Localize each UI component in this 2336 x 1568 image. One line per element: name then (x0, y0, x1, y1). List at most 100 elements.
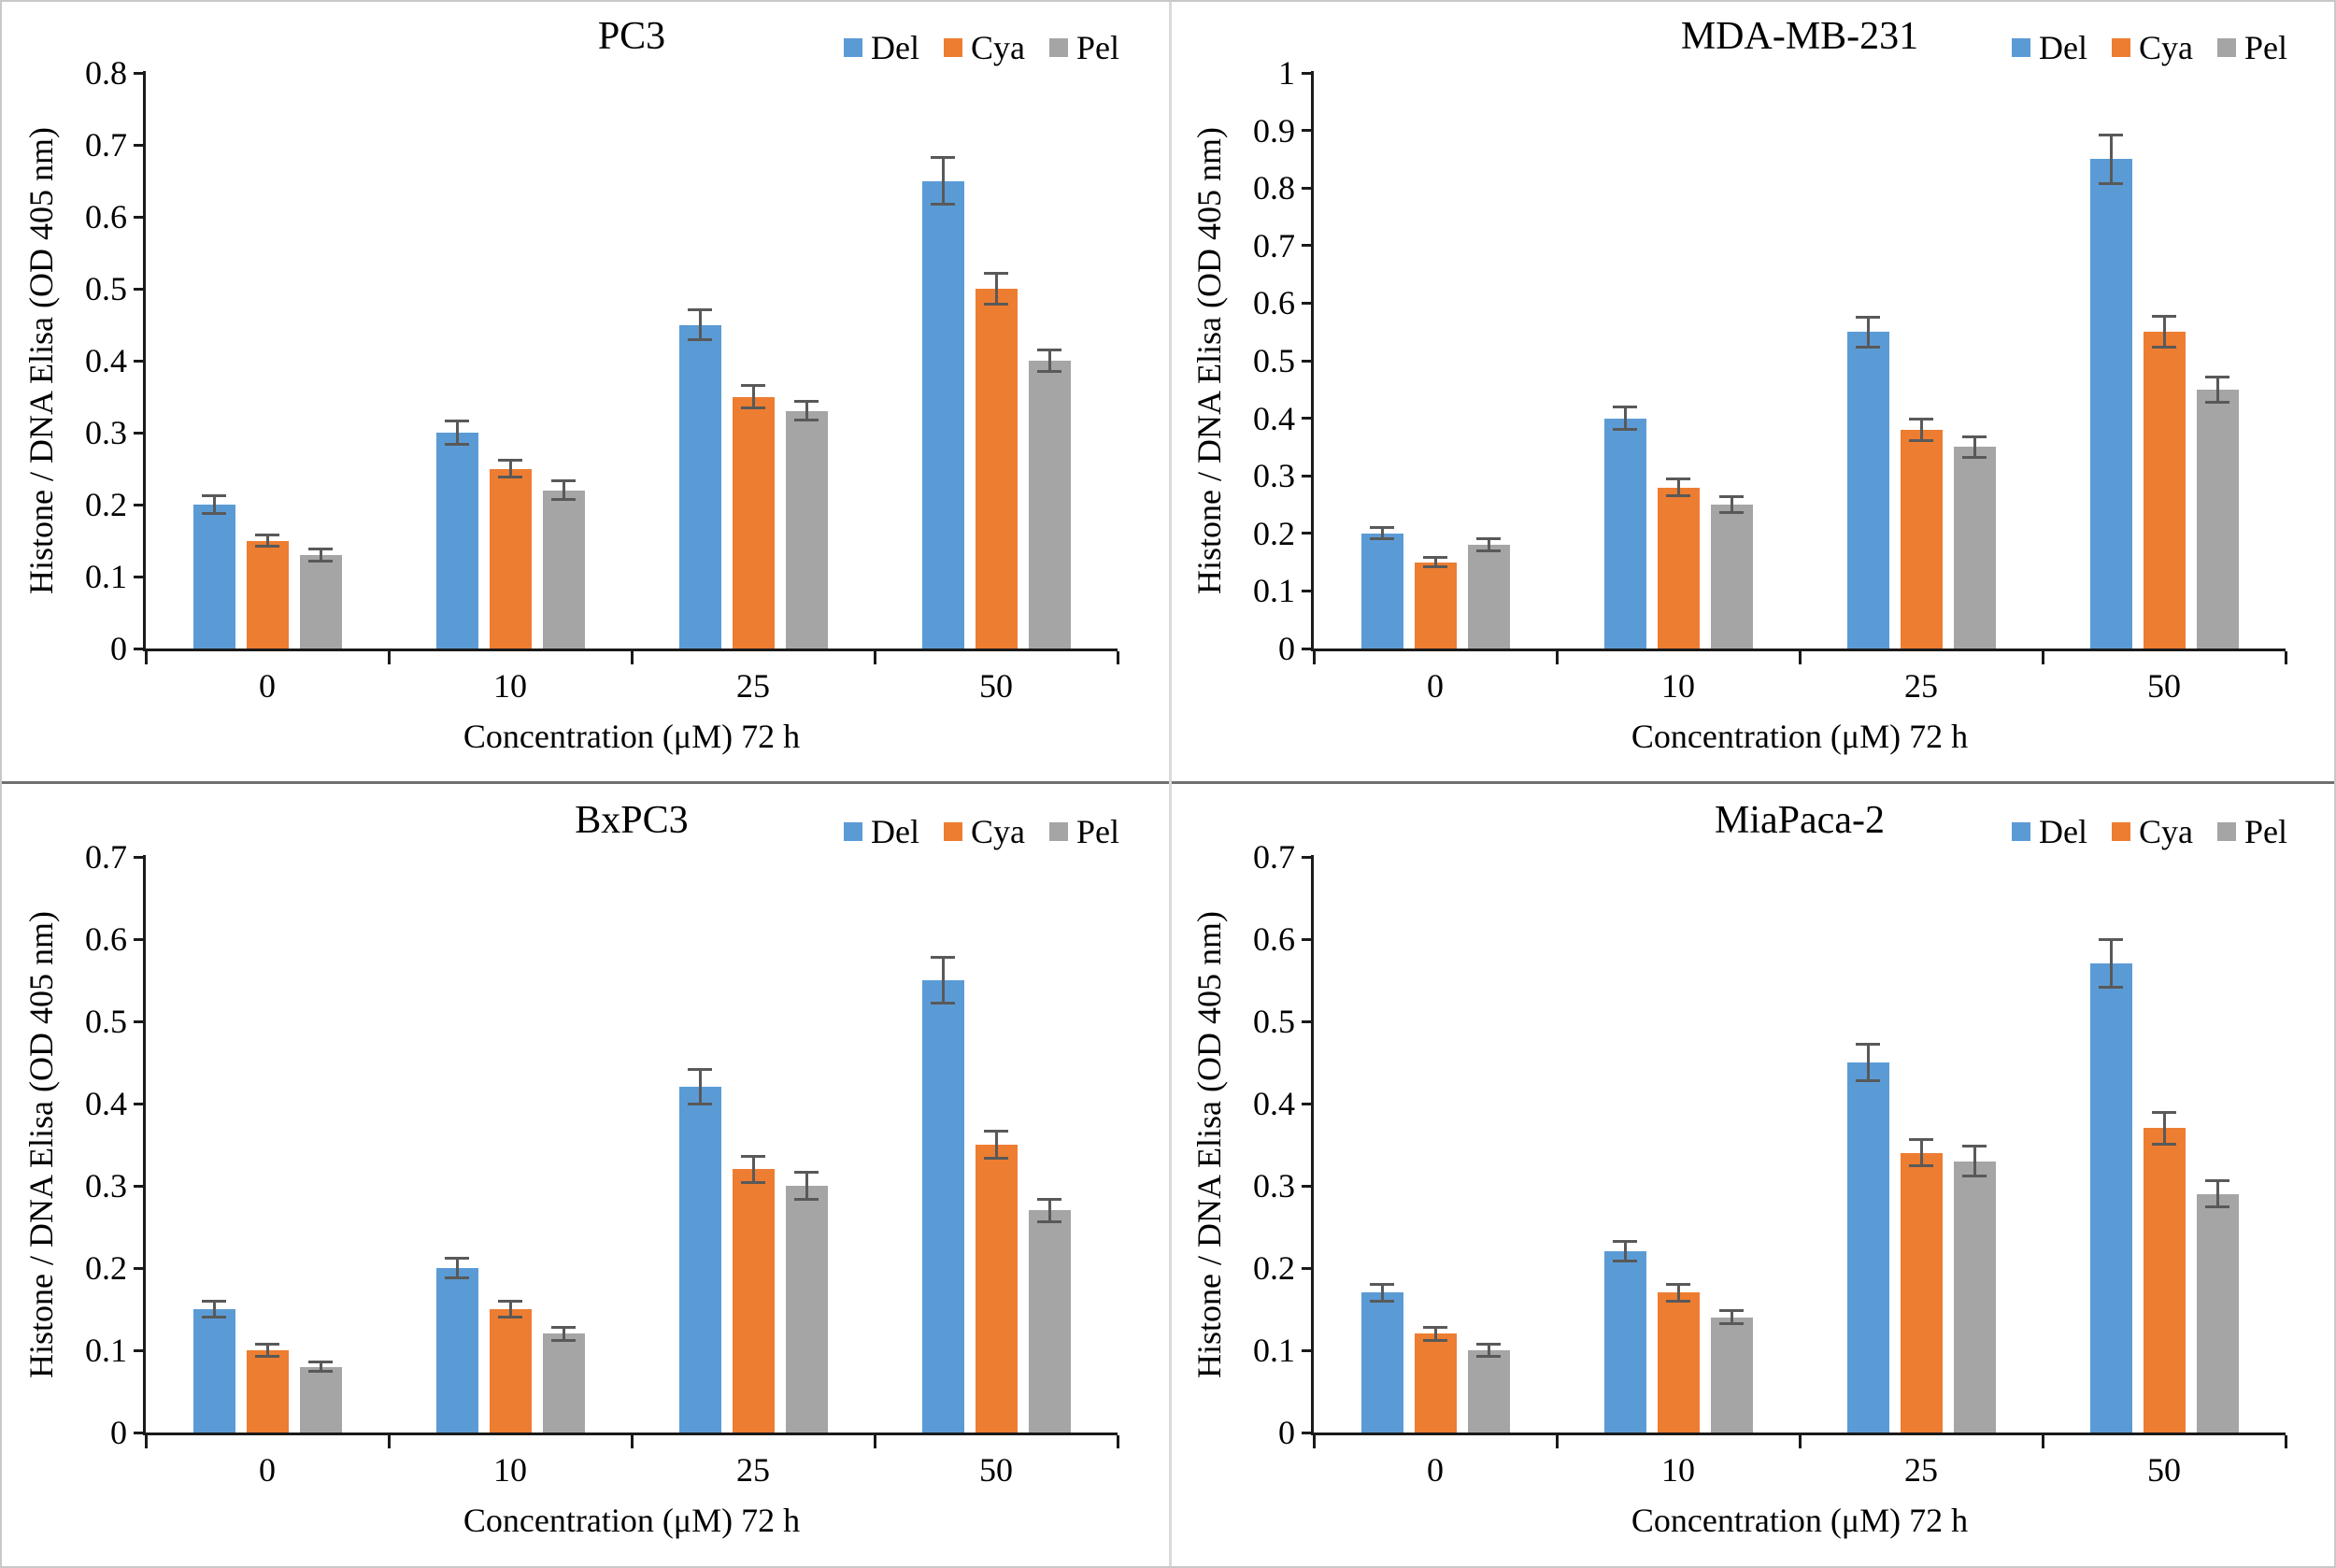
error-bar-line (265, 535, 269, 547)
y-tick-mark (1302, 186, 1311, 190)
horizontal-divider (0, 781, 2336, 784)
y-tick-label: 0 (1278, 1414, 1295, 1451)
x-tick-label: 25 (736, 667, 770, 705)
error-bar-cap-top (1613, 1240, 1637, 1244)
legend-item-del: Del (844, 28, 919, 67)
error-bar-cap-bottom (931, 1002, 955, 1005)
legend-item-cya: Cya (2111, 812, 2193, 851)
legend: Del Cya Pel (844, 812, 1119, 851)
bar-del (2089, 159, 2132, 649)
y-tick-label: 0.7 (1253, 838, 1295, 876)
error-bar-line (508, 1301, 512, 1318)
y-tick-mark (1302, 1184, 1311, 1188)
legend-item-del: Del (2012, 812, 2087, 851)
error-bar-cap-top (445, 1256, 469, 1260)
y-tick-mark (134, 1431, 143, 1434)
bar-cya (732, 396, 775, 649)
y-tick-mark (134, 1019, 143, 1023)
error-bar-cap-top (308, 548, 333, 551)
x-tick-label: 10 (493, 667, 527, 705)
bar-pel (299, 1366, 342, 1433)
bar-cya (246, 540, 289, 649)
error-bar-cap-top (1423, 556, 1447, 560)
error-bar-cap-top (1909, 1138, 1933, 1142)
error-bar-cap-top (308, 1360, 333, 1363)
bar-del (921, 980, 964, 1433)
error-bar-cap-top (255, 533, 279, 536)
bar-del (678, 1087, 721, 1433)
x-tick-mark (1116, 651, 1119, 664)
y-tick-label: 0.3 (1253, 1167, 1295, 1205)
error-bar-cap-bottom (2152, 1142, 2176, 1146)
chart-panel-bxpc3: BxPC3 Del Cya Pel Histone / DNA Elisa (OD … (0, 784, 1168, 1568)
error-bar-cap-bottom (2099, 986, 2123, 990)
legend-label: Cya (2138, 813, 2193, 850)
y-tick-mark (134, 1102, 143, 1105)
error-bar-cap-bottom (1666, 494, 1690, 498)
error-bar-cap-top (1666, 1283, 1690, 1287)
error-bar-cap-bottom (1962, 1174, 1987, 1177)
legend-swatch-cya (943, 822, 962, 841)
bar-pel (1467, 545, 1510, 649)
error-bar-line (455, 1258, 459, 1278)
x-tick-mark (144, 651, 148, 664)
y-tick-mark (1302, 359, 1311, 363)
legend-swatch-cya (943, 38, 962, 57)
bar-del (192, 1309, 235, 1433)
error-bar-line (1623, 406, 1627, 430)
error-bar-cap-top (1719, 495, 1744, 499)
y-tick-mark (134, 937, 143, 941)
legend-label: Del (2039, 813, 2087, 850)
error-bar-line (212, 495, 216, 514)
error-bar-line (2109, 939, 2113, 988)
plot-area: 0 0.1 0.2 0.3 0.4 0.5 0.6 0.7 0.8 0.9 1 0 10 25 50 (1253, 54, 2287, 705)
error-bar-cap-top (741, 1154, 765, 1158)
x-tick-mark (1312, 651, 1316, 664)
x-tick-mark (1312, 1435, 1316, 1448)
y-tick-mark (1302, 532, 1311, 535)
y-tick-label: 0.7 (85, 126, 127, 164)
legend-swatch-del (2012, 822, 2030, 841)
error-bar-cap-top (2152, 315, 2176, 319)
legend-label: Pel (2243, 813, 2287, 850)
legend-swatch-del (844, 38, 862, 57)
error-bar-line (1623, 1241, 1627, 1262)
x-tick-mark (387, 651, 391, 664)
error-bar-cap-bottom (794, 1197, 819, 1201)
y-tick-mark (134, 71, 143, 75)
x-tick-mark (630, 651, 634, 664)
y-tick-mark (1302, 417, 1311, 421)
error-bar-cap-top (2099, 134, 2123, 137)
error-bar-cap-bottom (202, 511, 226, 515)
bar-pel (785, 410, 828, 649)
error-bar-line (1919, 1139, 1923, 1166)
error-bar-line (1866, 1044, 1870, 1081)
error-bar-cap-top (1666, 477, 1690, 480)
error-bar-cap-bottom (984, 302, 1008, 306)
error-bar-cap-bottom (1037, 1220, 1061, 1224)
error-bar-cap-top (2152, 1111, 2176, 1115)
x-tick-mark (387, 1435, 391, 1448)
error-bar-cap-top (551, 1325, 576, 1329)
error-bar-line (562, 480, 565, 500)
y-tick-label: 0.2 (85, 1249, 127, 1287)
x-axis-line (143, 649, 1118, 651)
x-tick-mark (1116, 1435, 1119, 1448)
y-tick-mark (134, 503, 143, 506)
y-tick-label: 0 (110, 1414, 127, 1451)
error-bar-cap-bottom (741, 1180, 765, 1184)
legend-label: Pel (1075, 29, 1119, 66)
error-bar-cap-bottom (741, 406, 765, 410)
y-tick-label: 0.1 (1253, 1332, 1295, 1369)
x-tick-label: 0 (1427, 1451, 1444, 1489)
bar-cya (1414, 562, 1457, 649)
y-axis-line (143, 71, 146, 651)
x-tick-label: 10 (1661, 667, 1695, 705)
chart-title: BxPC3 (575, 799, 689, 842)
y-tick-mark (134, 575, 143, 578)
bar-pel (542, 1333, 585, 1433)
error-bar-line (698, 309, 702, 340)
legend-swatch-pel (1048, 822, 1068, 841)
error-bar-line (508, 460, 512, 478)
error-bar-cap-bottom (1370, 537, 1394, 541)
